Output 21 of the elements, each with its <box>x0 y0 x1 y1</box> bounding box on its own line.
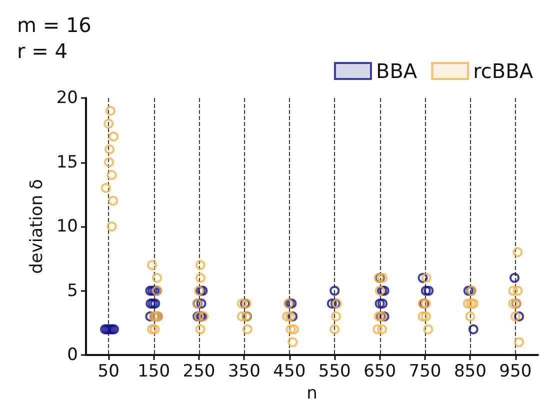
y-tick-label: 20 <box>56 88 78 108</box>
y-axis-title: deviation δ <box>26 179 47 274</box>
legend-label: rcBBA <box>473 59 534 83</box>
x-tick-label: 50 <box>98 362 120 382</box>
x-tick-label: 350 <box>228 362 260 382</box>
y-tick-label: 0 <box>67 345 78 365</box>
x-tick-label: 450 <box>273 362 306 382</box>
chart-title: m = 16 <box>17 13 92 37</box>
x-axis-title: n <box>306 384 318 404</box>
x-tick-label: 950 <box>499 362 532 382</box>
y-tick-label: 5 <box>67 280 78 301</box>
x-tick-label: 250 <box>182 362 216 382</box>
y-tick-label: 15 <box>56 152 78 172</box>
x-tick-label: 150 <box>138 362 170 382</box>
chart-subtitle: r = 4 <box>17 39 68 63</box>
y-tick-label: 10 <box>56 216 78 236</box>
x-tick-label: 850 <box>454 362 486 382</box>
x-tick-label: 550 <box>318 362 351 382</box>
legend-label: BBA <box>376 59 418 83</box>
x-tick-label: 750 <box>408 362 442 382</box>
x-tick-label: 650 <box>364 362 396 382</box>
